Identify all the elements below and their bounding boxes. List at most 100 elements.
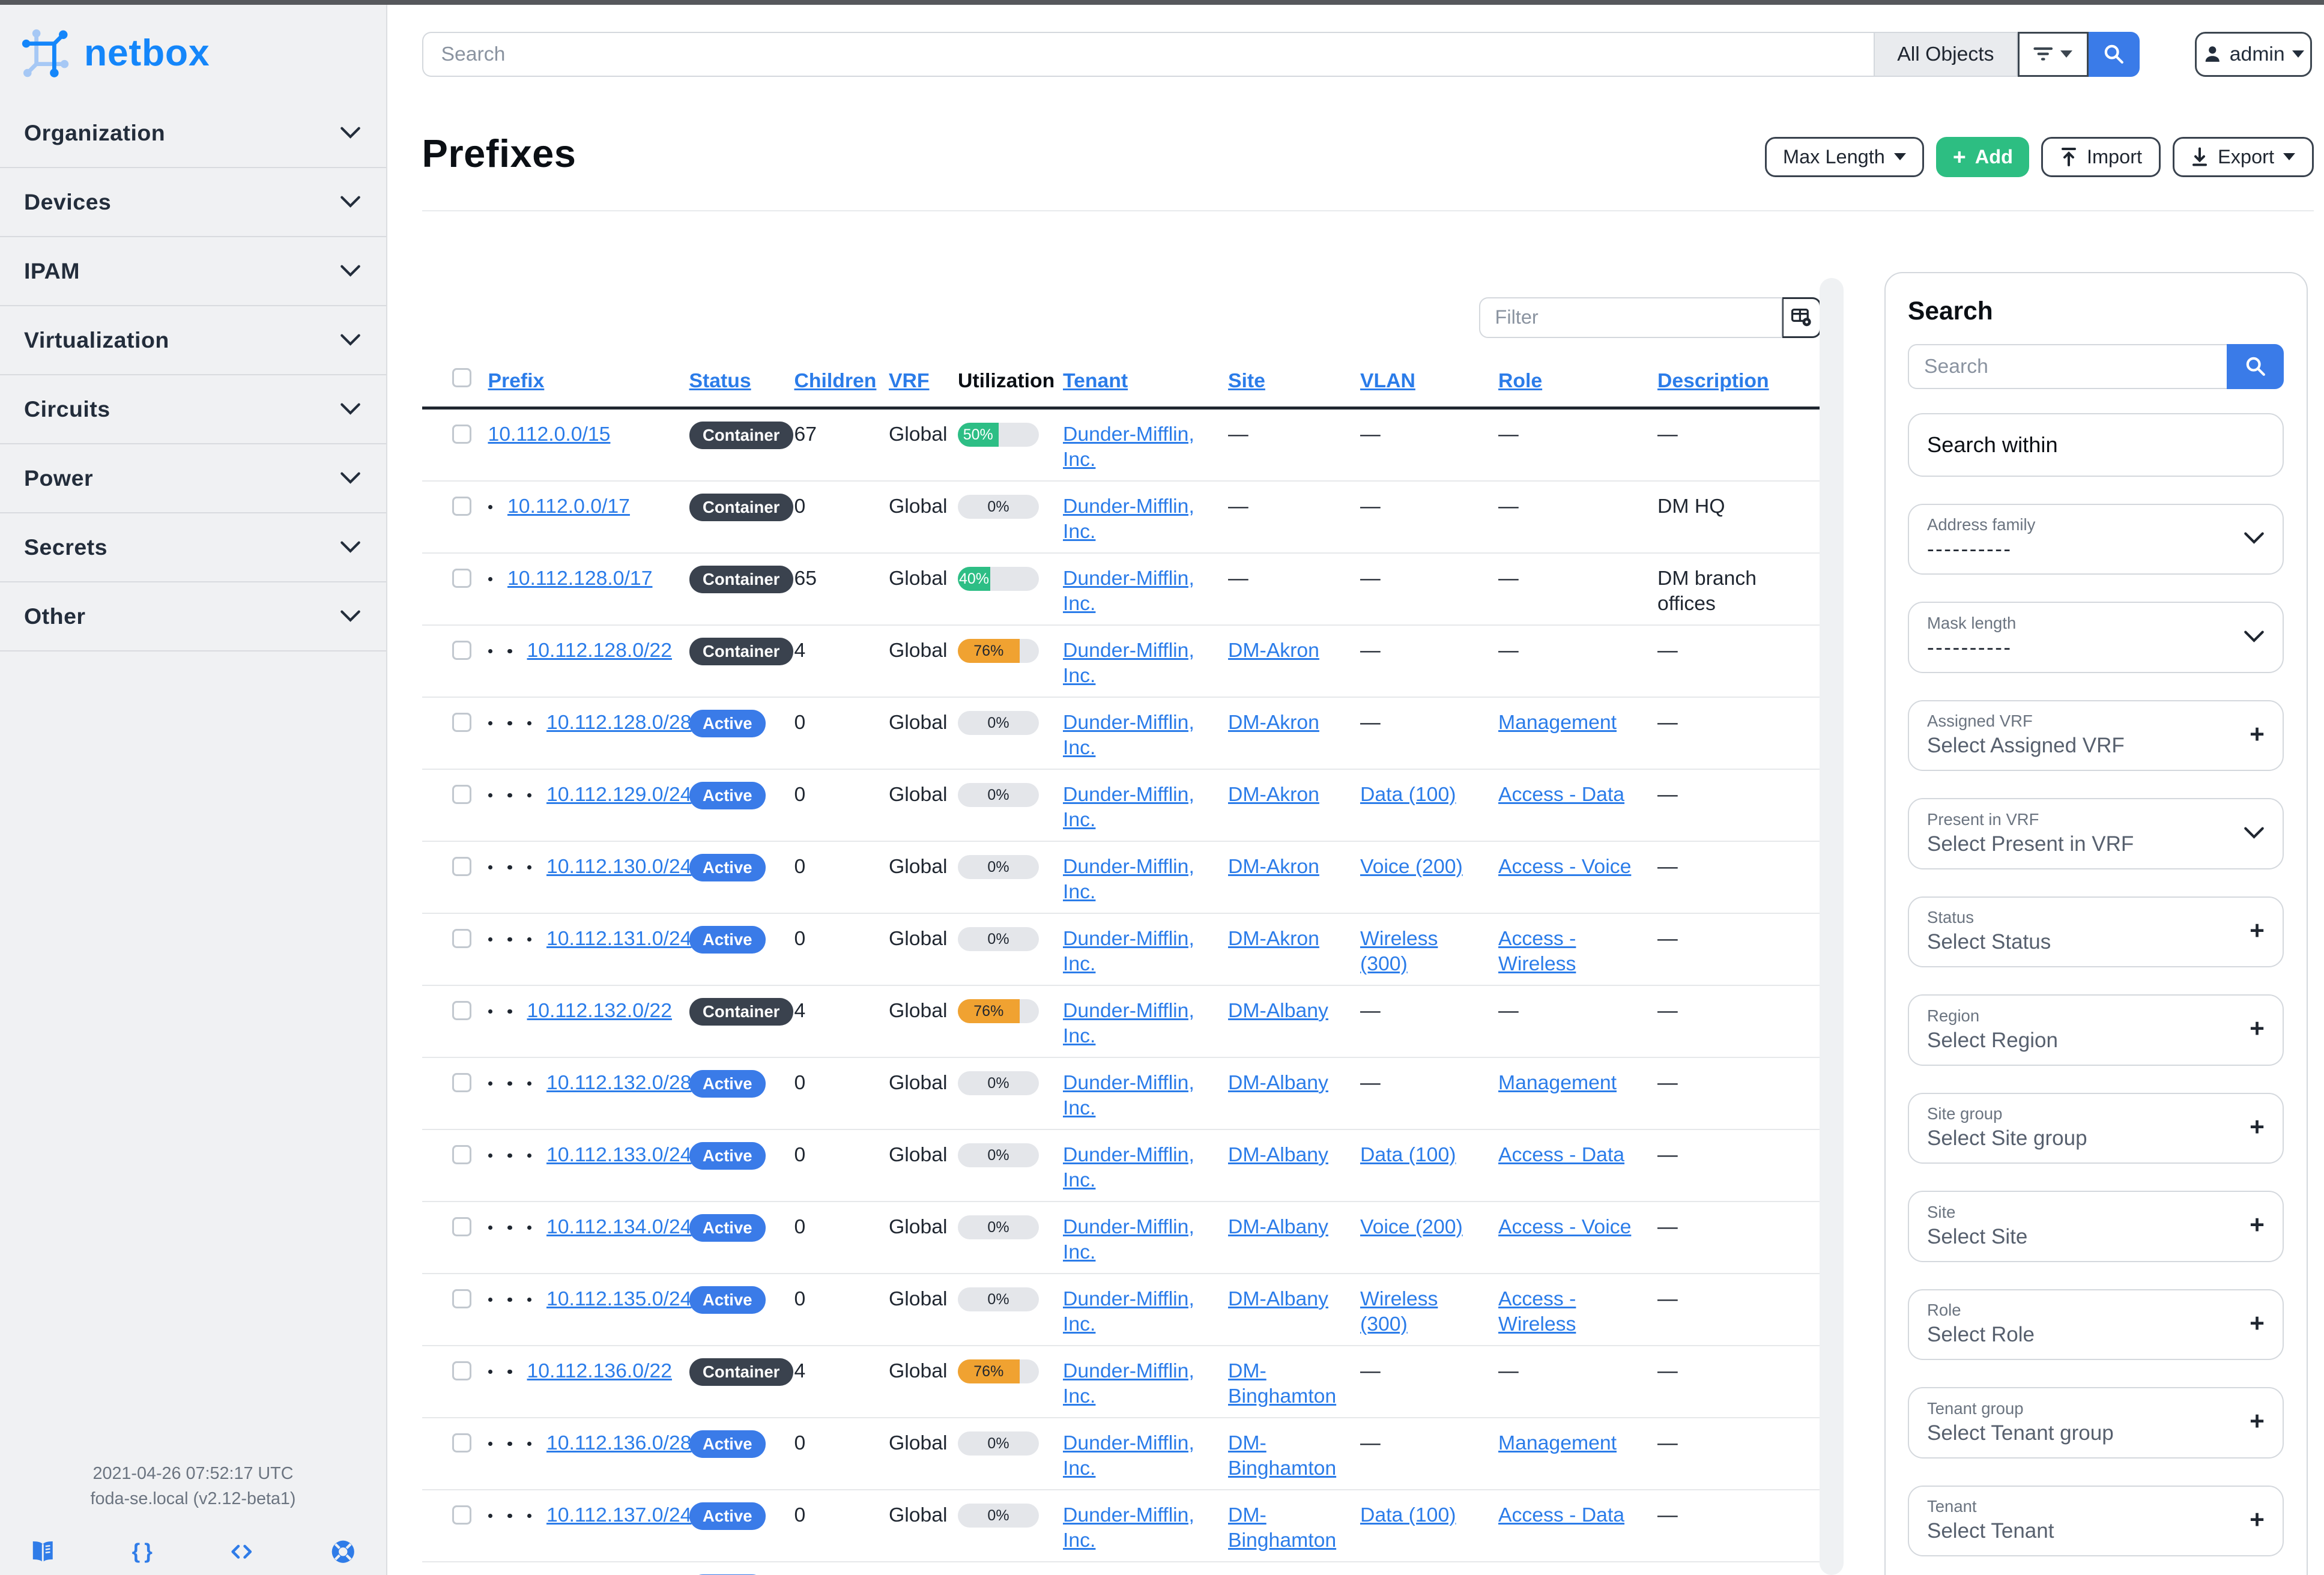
- site-link[interactable]: DM-Albany: [1228, 999, 1328, 1022]
- prefix-link[interactable]: 10.112.136.0/22: [527, 1359, 672, 1382]
- role-link[interactable]: Management: [1498, 1071, 1617, 1094]
- site-link[interactable]: DM-Albany: [1228, 1287, 1328, 1310]
- filter-card-tenant[interactable]: Tenant Select Tenant +: [1908, 1485, 2284, 1556]
- filter-card-site-group[interactable]: Site group Select Site group +: [1908, 1092, 2284, 1164]
- help-lifebuoy-icon[interactable]: [330, 1539, 356, 1565]
- tenant-link[interactable]: Dunder-Mifflin, Inc.: [1063, 1143, 1194, 1192]
- role-link[interactable]: Access - Data: [1498, 782, 1625, 806]
- prefix-link[interactable]: 10.112.134.0/24: [546, 1215, 692, 1238]
- filter-card-address-family[interactable]: Address family ----------: [1908, 503, 2284, 575]
- vlan-link[interactable]: Voice (200): [1360, 1215, 1463, 1238]
- row-checkbox[interactable]: [452, 1144, 471, 1164]
- prefix-link[interactable]: 10.112.0.0/15: [488, 422, 611, 446]
- docs-book-icon[interactable]: [30, 1539, 56, 1565]
- prefix-link[interactable]: 10.112.135.0/24: [546, 1287, 692, 1310]
- select-all-checkbox[interactable]: [452, 367, 471, 387]
- prefix-link[interactable]: 10.112.131.0/24: [546, 927, 692, 950]
- vlan-link[interactable]: Data (100): [1360, 782, 1456, 806]
- site-link[interactable]: DM-Binghamton: [1228, 1503, 1337, 1552]
- column-visibility-button[interactable]: [1782, 297, 1821, 338]
- row-checkbox[interactable]: [452, 1505, 471, 1525]
- search-filter-dropdown[interactable]: [2018, 31, 2089, 77]
- role-link[interactable]: Access - Data: [1498, 1143, 1625, 1166]
- sidebar-item-circuits[interactable]: Circuits: [0, 375, 386, 444]
- sidebar-item-secrets[interactable]: Secrets: [0, 513, 386, 582]
- sidebar-item-ipam[interactable]: IPAM: [0, 237, 386, 306]
- site-link[interactable]: DM-Akron: [1228, 710, 1319, 734]
- site-link[interactable]: DM-Akron: [1228, 927, 1319, 950]
- sidebar-item-virtualization[interactable]: Virtualization: [0, 306, 386, 375]
- role-link[interactable]: Management: [1498, 710, 1617, 734]
- row-checkbox[interactable]: [452, 640, 471, 660]
- filter-card-role[interactable]: Role Select Role +: [1908, 1289, 2284, 1360]
- tenant-link[interactable]: Dunder-Mifflin, Inc.: [1063, 422, 1194, 471]
- prefix-link[interactable]: 10.112.136.0/28: [546, 1431, 692, 1454]
- prefix-link[interactable]: 10.112.0.0/17: [507, 494, 630, 518]
- tenant-link[interactable]: Dunder-Mifflin, Inc.: [1063, 1359, 1194, 1408]
- prefix-link[interactable]: 10.112.128.0/22: [527, 638, 672, 662]
- prefix-link[interactable]: 10.112.133.0/24: [546, 1143, 692, 1166]
- import-button[interactable]: Import: [2041, 136, 2161, 177]
- export-dropdown-button[interactable]: Export: [2172, 136, 2314, 177]
- prefix-link[interactable]: 10.112.129.0/24: [546, 782, 692, 806]
- tenant-link[interactable]: Dunder-Mifflin, Inc.: [1063, 854, 1194, 904]
- user-menu-button[interactable]: admin: [2195, 31, 2312, 77]
- vlan-link[interactable]: Wireless (300): [1360, 1287, 1438, 1336]
- tenant-link[interactable]: Dunder-Mifflin, Inc.: [1063, 1503, 1194, 1552]
- prefix-link[interactable]: 10.112.137.0/24: [546, 1503, 692, 1526]
- site-link[interactable]: DM-Binghamton: [1228, 1359, 1337, 1408]
- tenant-link[interactable]: Dunder-Mifflin, Inc.: [1063, 782, 1194, 832]
- role-link[interactable]: Access - Wireless: [1498, 1287, 1576, 1336]
- row-checkbox[interactable]: [452, 928, 471, 948]
- row-checkbox[interactable]: [452, 424, 471, 444]
- prefix-link[interactable]: 10.112.128.0/28: [546, 710, 692, 734]
- filter-card-status[interactable]: Status Select Status +: [1908, 896, 2284, 967]
- column-sort-link-status[interactable]: Status: [689, 369, 751, 392]
- column-sort-link-prefix[interactable]: Prefix: [488, 369, 545, 392]
- table-scrollbar[interactable]: [1820, 277, 1844, 1575]
- row-checkbox[interactable]: [452, 1289, 471, 1308]
- role-link[interactable]: Access - Wireless: [1498, 927, 1576, 976]
- row-checkbox[interactable]: [452, 1433, 471, 1453]
- site-link[interactable]: DM-Albany: [1228, 1143, 1328, 1166]
- sidebar-item-other[interactable]: Other: [0, 582, 386, 651]
- site-link[interactable]: DM-Albany: [1228, 1215, 1328, 1238]
- sidebar-item-devices[interactable]: Devices: [0, 168, 386, 237]
- tenant-link[interactable]: Dunder-Mifflin, Inc.: [1063, 1287, 1194, 1336]
- tenant-link[interactable]: Dunder-Mifflin, Inc.: [1063, 710, 1194, 760]
- max-length-dropdown-button[interactable]: Max Length: [1764, 136, 1925, 177]
- column-sort-link-site[interactable]: Site: [1228, 369, 1265, 392]
- sidebar-item-organization[interactable]: Organization: [0, 99, 386, 168]
- tenant-link[interactable]: Dunder-Mifflin, Inc.: [1063, 999, 1194, 1048]
- row-checkbox[interactable]: [452, 1000, 471, 1020]
- vlan-link[interactable]: Wireless (300): [1360, 927, 1438, 976]
- site-link[interactable]: DM-Albany: [1228, 1071, 1328, 1094]
- netbox-logo[interactable]: netbox: [0, 5, 386, 100]
- prefix-link[interactable]: 10.112.132.0/28: [546, 1071, 692, 1094]
- row-checkbox[interactable]: [452, 1361, 471, 1380]
- role-link[interactable]: Access - Data: [1498, 1503, 1625, 1526]
- row-checkbox[interactable]: [452, 1072, 471, 1092]
- add-button[interactable]: + Add: [1936, 136, 2030, 177]
- tenant-link[interactable]: Dunder-Mifflin, Inc.: [1063, 1215, 1194, 1264]
- tenant-link[interactable]: Dunder-Mifflin, Inc.: [1063, 566, 1194, 615]
- tenant-link[interactable]: Dunder-Mifflin, Inc.: [1063, 1431, 1194, 1480]
- row-checkbox[interactable]: [452, 784, 471, 804]
- tenant-link[interactable]: Dunder-Mifflin, Inc.: [1063, 927, 1194, 976]
- role-link[interactable]: Access - Voice: [1498, 854, 1632, 878]
- filter-card-present-in-vrf[interactable]: Present in VRF Select Present in VRF: [1908, 798, 2284, 869]
- column-sort-link-children[interactable]: Children: [794, 369, 877, 392]
- role-link[interactable]: Access - Voice: [1498, 1215, 1632, 1238]
- site-link[interactable]: DM-Akron: [1228, 638, 1319, 662]
- row-checkbox[interactable]: [452, 496, 471, 516]
- row-checkbox[interactable]: [452, 712, 471, 732]
- table-filter-input[interactable]: [1478, 297, 1782, 338]
- filter-card-tenant-group[interactable]: Tenant group Select Tenant group +: [1908, 1387, 2284, 1459]
- vlan-link[interactable]: Data (100): [1360, 1143, 1456, 1166]
- global-search-button[interactable]: [2088, 31, 2140, 77]
- prefix-link[interactable]: 10.112.128.0/17: [507, 566, 653, 590]
- role-link[interactable]: Management: [1498, 1431, 1617, 1454]
- search-within-toggle[interactable]: Search within: [1908, 413, 2284, 477]
- filter-card-site[interactable]: Site Select Site +: [1908, 1191, 2284, 1262]
- column-sort-link-desc[interactable]: Description: [1657, 369, 1769, 392]
